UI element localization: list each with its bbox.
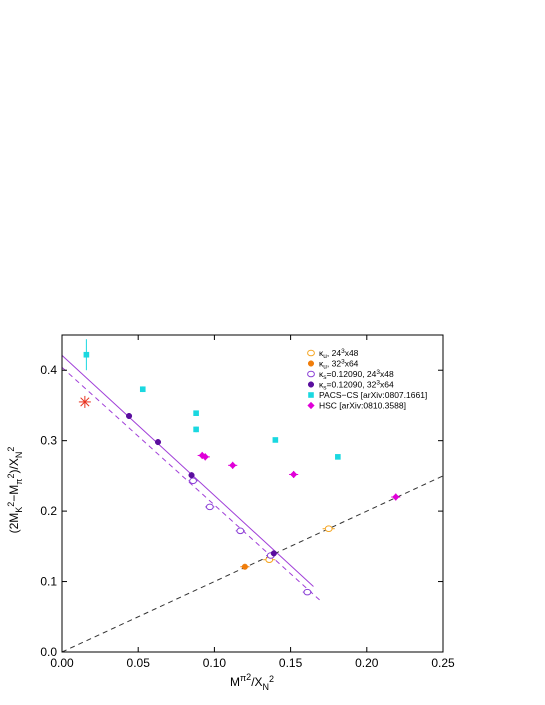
data-points: [78, 339, 401, 596]
data-point-s5-p3: [290, 470, 298, 479]
legend-marker-1: [307, 360, 315, 367]
legend-label-3: κs=0.12090, 323x64: [319, 380, 394, 392]
x-tick-label: 0.05: [127, 656, 151, 670]
fit-line-2: [61, 475, 444, 653]
legend-marker-0: [307, 349, 315, 357]
y-tick-label: 0.2: [40, 504, 57, 518]
x-tick-label: 0.00: [50, 656, 74, 670]
legend-label-2: κs=0.12090, 243x48: [319, 369, 394, 381]
y-tick-label: 0.0: [40, 645, 57, 659]
data-point-s5-p4: [392, 493, 400, 501]
y-tick-label: 0.1: [40, 575, 57, 589]
data-point-s2-p4: [303, 588, 312, 596]
legend-label-5: HSC [arXiv:0810.3588]: [319, 401, 406, 411]
y-axis-label: (2MK2−Mπ2)/XN2: [6, 447, 24, 534]
fit-lines: [61, 355, 444, 653]
data-point-s3-p0: [126, 412, 133, 420]
legend-marker-2: [307, 370, 315, 378]
legend-marker-3: [307, 381, 315, 388]
physical-point-asterisk: [78, 395, 91, 408]
x-tick-label: 0.20: [355, 656, 379, 670]
data-point-s3-p3: [270, 550, 277, 557]
legend-label-1: κu, 323x64: [319, 359, 359, 371]
data-point-s5-p1: [201, 453, 209, 461]
data-point-s4-p0: [83, 351, 90, 358]
y-tick-label: 0.3: [40, 434, 57, 448]
legend-marker-4: [308, 392, 314, 398]
x-tick-label: 0.15: [279, 656, 303, 670]
data-point-s4-p3: [193, 426, 199, 433]
x-tick-label: 0.25: [431, 656, 455, 670]
data-point-s0-p1: [324, 525, 333, 533]
fit-line-1: [61, 367, 322, 602]
legend-marker-5: [307, 401, 315, 410]
data-point-s4-p1: [139, 386, 146, 393]
data-point-s5-p0: [198, 451, 206, 460]
data-point-s4-p4: [272, 437, 279, 443]
y-axis-ticks: 0.0 0.1 0.2 0.3 0.4: [40, 363, 443, 659]
plot-frame: [61, 334, 444, 653]
legend-label-0: κu, 243x48: [319, 348, 359, 360]
data-point-s4-p2: [193, 410, 199, 416]
data-point-s1-p0: [241, 563, 248, 570]
y-tick-label: 0.4: [40, 363, 57, 377]
x-axis-ticks: 0.00 0.05 0.10 0.15 0.20 0.25: [50, 335, 455, 670]
x-tick-label: 0.10: [203, 656, 227, 670]
data-point-s2-p0: [189, 477, 197, 485]
data-point-s4-p5: [335, 454, 341, 460]
data-point-s2-p1: [205, 503, 214, 511]
legend-label-4: PACS−CS [arXiv:0807.1661]: [319, 390, 427, 400]
data-point-s3-p2: [188, 472, 195, 479]
data-point-s2-p2: [236, 527, 245, 535]
data-point-s5-p2: [229, 461, 237, 469]
fit-line-0: [61, 355, 314, 587]
data-point-s3-p1: [154, 439, 162, 446]
